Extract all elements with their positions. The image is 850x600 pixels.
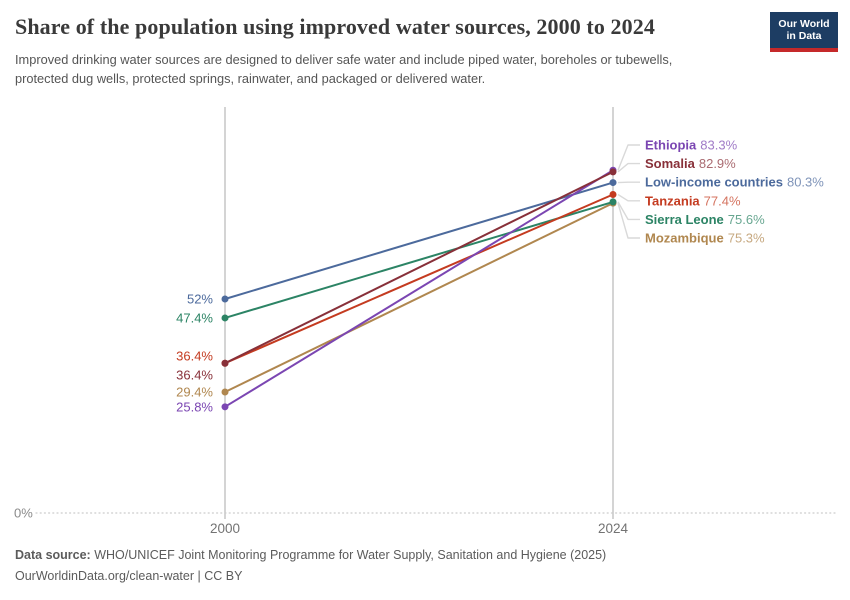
start-value-label-ethiopia: 25.8% bbox=[176, 399, 213, 414]
entity-label-sierra-leone[interactable]: Sierra Leone 75.6% bbox=[645, 212, 765, 227]
y-axis-zero-label: 0% bbox=[14, 506, 33, 521]
entity-label-ethiopia[interactable]: Ethiopia 83.3% bbox=[645, 138, 738, 153]
data-point-2024-somalia[interactable] bbox=[609, 168, 617, 176]
entity-name-somalia[interactable]: Somalia bbox=[645, 156, 696, 171]
data-point-2000-low-income-countries[interactable] bbox=[221, 295, 229, 303]
end-value-label-mozambique: 75.3% bbox=[728, 231, 765, 246]
entity-name-ethiopia[interactable]: Ethiopia bbox=[645, 138, 697, 153]
entity-name-sierra-leone[interactable]: Sierra Leone bbox=[645, 212, 724, 227]
slope-chart: 2000 2024 0% 25.8% 36.4% 52% 36.4% 47.4% 29.4% Et… bbox=[14, 107, 837, 536]
start-value-label-low-income-countries: 52% bbox=[187, 292, 213, 307]
start-value-label-mozambique: 29.4% bbox=[176, 385, 213, 400]
entity-name-low-income-countries[interactable]: Low-income countries bbox=[645, 175, 783, 190]
entity-label-somalia[interactable]: Somalia 82.9% bbox=[645, 156, 736, 171]
entity-label-tanzania[interactable]: Tanzania 77.4% bbox=[645, 193, 741, 208]
owid-logo-box: Our World in Data bbox=[770, 12, 838, 48]
leader-line-tanzania bbox=[617, 193, 640, 202]
x-tick-label-2024: 2024 bbox=[598, 521, 629, 536]
start-value-label-somalia: 36.4% bbox=[176, 368, 213, 383]
end-value-label-low-income-countries: 80.3% bbox=[787, 175, 824, 190]
chart-footer: Data source: WHO/UNICEF Joint Monitoring… bbox=[15, 545, 835, 587]
data-source-text: WHO/UNICEF Joint Monitoring Programme fo… bbox=[90, 548, 607, 562]
x-tick-label-2000: 2000 bbox=[210, 521, 240, 536]
entity-label-low-income-countries[interactable]: Low-income countries 80.3% bbox=[645, 175, 824, 190]
data-point-2000-sierra-leone[interactable] bbox=[221, 314, 229, 322]
series-line-sierra-leone[interactable] bbox=[224, 200, 614, 319]
leader-line-sierra-leone bbox=[617, 201, 640, 221]
end-value-label-tanzania: 77.4% bbox=[704, 193, 741, 208]
data-point-2000-mozambique[interactable] bbox=[221, 388, 229, 396]
series-line-low-income-countries[interactable] bbox=[224, 181, 614, 300]
data-source-line: Data source: WHO/UNICEF Joint Monitoring… bbox=[15, 545, 835, 566]
series-line-ethiopia[interactable] bbox=[224, 169, 614, 408]
data-source-label: Data source: bbox=[15, 548, 91, 562]
series-line-tanzania[interactable] bbox=[224, 193, 614, 365]
series-line-mozambique[interactable] bbox=[224, 202, 614, 393]
license-suffix: | CC BY bbox=[194, 569, 243, 583]
entity-name-mozambique[interactable]: Mozambique bbox=[645, 231, 724, 246]
chart-title: Share of the population using improved w… bbox=[15, 14, 655, 39]
owid-logo[interactable]: Our World in Data bbox=[770, 12, 838, 52]
data-point-2024-tanzania[interactable] bbox=[609, 190, 617, 198]
end-value-label-somalia: 82.9% bbox=[699, 156, 736, 171]
leader-line-mozambique bbox=[617, 202, 640, 239]
series-line-somalia[interactable] bbox=[224, 170, 614, 365]
data-point-2024-low-income-countries[interactable] bbox=[609, 179, 617, 187]
data-point-2024-sierra-leone[interactable] bbox=[609, 198, 617, 206]
chart-subtitle: Improved drinking water sources are desi… bbox=[15, 52, 673, 86]
entity-name-tanzania[interactable]: Tanzania bbox=[645, 193, 700, 208]
owid-logo-accent-bar bbox=[770, 48, 838, 52]
data-point-2000-somalia[interactable] bbox=[221, 359, 229, 367]
end-value-label-ethiopia: 83.3% bbox=[700, 138, 737, 153]
owid-logo-line2: in Data bbox=[786, 30, 822, 42]
license-line: OurWorldinData.org/clean-water | CC BY bbox=[15, 566, 835, 587]
leader-line-ethiopia bbox=[617, 144, 640, 171]
entity-label-mozambique[interactable]: Mozambique 75.3% bbox=[645, 231, 765, 246]
owid-logo-line1: Our World bbox=[778, 18, 830, 30]
data-point-2000-ethiopia[interactable] bbox=[221, 403, 229, 411]
start-value-label-sierra-leone: 47.4% bbox=[176, 310, 213, 325]
owid-url-link[interactable]: OurWorldinData.org/clean-water bbox=[15, 569, 195, 583]
start-value-label-tanzania: 36.4% bbox=[176, 349, 213, 364]
end-value-label-sierra-leone: 75.6% bbox=[728, 212, 765, 227]
leader-line-somalia bbox=[617, 162, 640, 173]
